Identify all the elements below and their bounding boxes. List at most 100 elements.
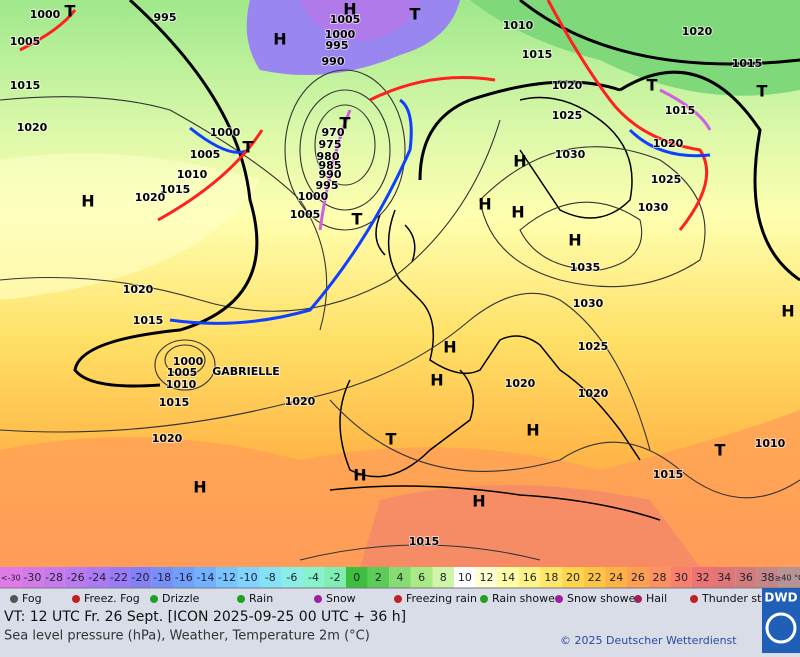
pressure-system: T — [65, 2, 76, 21]
pressure-system: H — [781, 302, 794, 321]
pressure-label: 1015 — [732, 57, 763, 70]
scale-cell — [129, 567, 152, 588]
scale-label: 0 — [353, 571, 360, 584]
pressure-label: 1035 — [570, 261, 601, 274]
scale-cell — [389, 567, 411, 588]
scale-label: 14 — [501, 571, 515, 584]
pressure-system: T — [243, 138, 254, 157]
pressure-label: 1015 — [133, 314, 164, 327]
scale-label: 2 — [375, 571, 382, 584]
scale-cell — [151, 567, 173, 588]
pressure-system: H — [343, 0, 356, 19]
scale-label: 4 — [397, 571, 404, 584]
weather-label: Fog — [22, 592, 42, 605]
scale-cell — [345, 567, 368, 588]
pressure-label: 1015 — [159, 396, 190, 409]
logo: DWD — [764, 591, 797, 605]
weather-icon — [150, 595, 158, 603]
description: Sea level pressure (hPa), Weather, Tempe… — [4, 629, 370, 644]
scale-cell — [216, 567, 238, 588]
scale-cell — [367, 567, 390, 588]
pressure-label: 1020 — [135, 191, 166, 204]
scale-label: 26 — [631, 571, 645, 584]
scale-label: -12 — [218, 571, 236, 584]
weather-label: Snow — [326, 592, 356, 605]
pressure-system: H — [273, 30, 286, 49]
pressure-label: 1025 — [651, 173, 682, 186]
scale-cell — [691, 567, 714, 588]
scale-label: -8 — [265, 571, 276, 584]
scale-cell — [259, 567, 282, 588]
pressure-label: 980 — [317, 150, 340, 163]
scale-label: -6 — [286, 571, 297, 584]
pressure-label: 1025 — [552, 109, 583, 122]
pressure-label: 1020 — [552, 79, 583, 92]
scale-cell — [43, 567, 65, 588]
scale-cell — [735, 567, 757, 588]
scale-cell — [583, 567, 606, 588]
scale-cell — [108, 567, 130, 588]
pressure-label: 1010 — [503, 19, 534, 32]
scale-label: 38 — [761, 571, 775, 584]
scale-cell — [432, 567, 455, 588]
pressure-system: H — [193, 478, 206, 497]
logo-symbol — [765, 612, 797, 644]
scale-cell — [713, 567, 736, 588]
weather-label: Freez. Fog — [84, 592, 140, 605]
pressure-label: 1005 — [290, 208, 321, 221]
weather-legend: Fog Freez. Fog Drizzle Rain Snow Freezing rai… — [10, 592, 783, 605]
scale-cell — [172, 567, 195, 588]
scale-label: 18 — [544, 571, 558, 584]
scale-label: 30 — [674, 571, 688, 584]
pressure-label: 985 — [319, 159, 342, 172]
scale-cell — [627, 567, 649, 588]
pressure-system: T — [715, 441, 726, 460]
scale-cell — [540, 567, 563, 588]
scale-cell — [281, 567, 303, 588]
scale-cell — [237, 567, 260, 588]
scale-label: -26 — [67, 571, 85, 584]
scale-cell — [86, 567, 109, 588]
pressure-label: 1030 — [573, 297, 604, 310]
pressure-label: 1000 — [298, 190, 329, 203]
scale-label: -20 — [132, 571, 150, 584]
pressure-system: T — [352, 210, 363, 229]
scale-label: 6 — [418, 571, 425, 584]
pressure-label: 1000 — [325, 28, 356, 41]
pressure-system: H — [568, 231, 581, 250]
pressure-label: 1020 — [682, 25, 713, 38]
coastlines — [329, 96, 661, 521]
pressure-label: 990 — [319, 168, 342, 181]
scale-cell — [475, 567, 498, 588]
copyright: © 2025 Deutscher Wetterdienst — [560, 634, 737, 647]
scale-cell — [64, 567, 87, 588]
scale-label: 34 — [717, 571, 731, 584]
pressure-label: 1010 — [166, 378, 197, 391]
pressure-system: H — [430, 371, 443, 390]
scale-label: 32 — [696, 571, 710, 584]
scale-label: -24 — [88, 571, 106, 584]
scale-label: -22 — [110, 571, 128, 584]
pressure-label: 995 — [154, 11, 177, 24]
pressure-system: T — [757, 82, 768, 101]
pressure-system: T — [386, 430, 397, 449]
pressure-label: 1020 — [17, 121, 48, 134]
pressure-system: H — [81, 192, 94, 211]
weather-label: Snow shower — [567, 592, 640, 605]
scale-cell — [648, 567, 671, 588]
pressure-label: 1005 — [167, 366, 198, 379]
pressure-label: 1025 — [578, 340, 609, 353]
pressure-label: 1015 — [665, 104, 696, 117]
scale-label: 10 — [458, 571, 472, 584]
pressure-label: 1015 — [409, 535, 440, 548]
pressure-system: H — [526, 421, 539, 440]
pressure-system: H — [353, 466, 366, 485]
temperature-field — [0, 0, 800, 567]
pressure-system: H — [472, 492, 485, 511]
pressure-system: H — [511, 203, 524, 222]
pressure-label: 1015 — [522, 48, 553, 61]
pressure-system: H — [443, 338, 456, 357]
pressure-label: 1015 — [653, 468, 684, 481]
